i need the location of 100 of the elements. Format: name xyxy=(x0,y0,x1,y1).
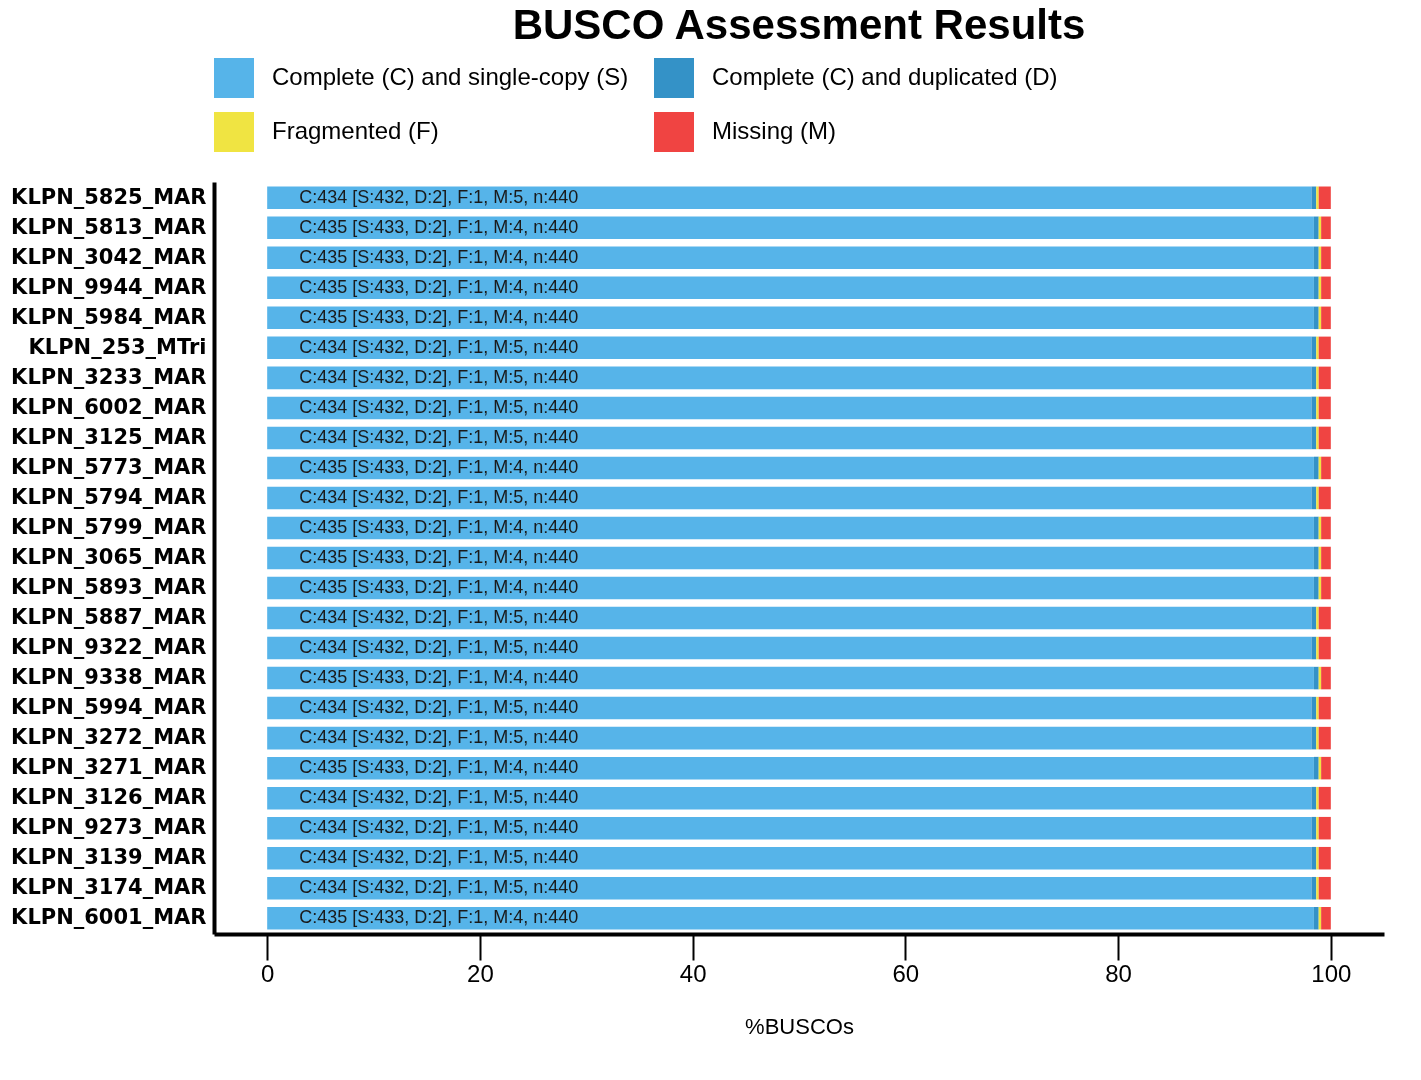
legend-label: Complete (C) and duplicated (D) xyxy=(712,63,1058,90)
data-label: C:434 [S:432, D:2], F:1, M:5, n:440 xyxy=(299,697,579,718)
bar xyxy=(1318,396,1331,420)
legend-label: Fragmented (F) xyxy=(272,117,439,144)
bar xyxy=(1311,786,1317,810)
bar xyxy=(267,666,1314,690)
y-tick-label: KLPN_6001_MAR xyxy=(11,905,207,930)
bar xyxy=(267,486,1312,510)
bar xyxy=(1313,276,1319,300)
bar xyxy=(267,606,1312,630)
bar xyxy=(1316,636,1319,660)
bar xyxy=(267,186,1312,210)
data-label: C:434 [S:432, D:2], F:1, M:5, n:440 xyxy=(299,486,579,507)
y-tick-label: KLPN_5984_MAR xyxy=(11,304,207,329)
bar xyxy=(267,456,1314,480)
y-tick-label: KLPN_9338_MAR xyxy=(11,665,207,690)
data-label: C:435 [S:433, D:2], F:1, M:4, n:440 xyxy=(299,516,579,537)
data-label: C:435 [S:433, D:2], F:1, M:4, n:440 xyxy=(299,907,579,928)
bar xyxy=(1313,216,1319,240)
bar xyxy=(1318,846,1331,870)
bar xyxy=(267,396,1312,420)
bar xyxy=(1311,606,1317,630)
bar xyxy=(1311,816,1317,840)
y-tick-label: KLPN_5825_MAR xyxy=(11,184,207,209)
x-tick-label: 100 xyxy=(1311,959,1352,987)
data-label: C:434 [S:432, D:2], F:1, M:5, n:440 xyxy=(299,847,579,868)
data-label: C:434 [S:432, D:2], F:1, M:5, n:440 xyxy=(299,366,579,387)
bar xyxy=(1321,546,1331,570)
bar xyxy=(1318,186,1331,210)
y-tick-label: KLPN_5813_MAR xyxy=(11,214,207,239)
x-tick-label: 80 xyxy=(1105,959,1132,987)
bar xyxy=(1318,726,1331,750)
bar xyxy=(1313,906,1319,930)
bar xyxy=(1316,726,1319,750)
bar xyxy=(1316,816,1319,840)
bar xyxy=(1311,396,1317,420)
data-label: C:435 [S:433, D:2], F:1, M:4, n:440 xyxy=(299,246,579,267)
x-tick-label: 40 xyxy=(679,959,707,987)
data-label: C:434 [S:432, D:2], F:1, M:5, n:440 xyxy=(299,336,579,357)
bar xyxy=(1316,876,1319,900)
y-tick-label: KLPN_3139_MAR xyxy=(11,845,207,870)
y-tick-label: KLPN_5887_MAR xyxy=(11,605,207,630)
y-tick-label: KLPN_5799_MAR xyxy=(11,514,207,539)
bar xyxy=(267,336,1312,360)
bar xyxy=(1311,186,1317,210)
bar xyxy=(1321,756,1331,780)
bar xyxy=(267,306,1314,330)
bar xyxy=(267,786,1312,810)
bar xyxy=(1311,696,1317,720)
bar xyxy=(267,696,1312,720)
bar xyxy=(1311,486,1317,510)
bar xyxy=(1316,486,1319,510)
bar xyxy=(1321,906,1331,930)
x-tick-label: 0 xyxy=(261,959,275,987)
bar xyxy=(1321,666,1331,690)
bar xyxy=(1311,876,1317,900)
y-tick-label: KLPN_5794_MAR xyxy=(11,484,207,509)
bar xyxy=(267,276,1314,300)
bar xyxy=(1311,636,1317,660)
data-label: C:434 [S:432, D:2], F:1, M:5, n:440 xyxy=(299,396,579,417)
data-label: C:434 [S:432, D:2], F:1, M:5, n:440 xyxy=(299,727,579,748)
y-tick-label: KLPN_5773_MAR xyxy=(11,454,207,479)
bar xyxy=(1318,786,1331,810)
y-tick-label: KLPN_5994_MAR xyxy=(11,695,207,720)
bar xyxy=(267,726,1312,750)
bar xyxy=(1321,276,1331,300)
bar xyxy=(1318,816,1331,840)
data-label: C:435 [S:433, D:2], F:1, M:4, n:440 xyxy=(299,456,579,477)
bar xyxy=(1321,456,1331,480)
y-tick-label: KLPN_253_MTri xyxy=(28,334,207,359)
bar xyxy=(1316,336,1319,360)
y-tick-label: KLPN_3174_MAR xyxy=(11,875,207,900)
bar xyxy=(267,246,1314,270)
bar xyxy=(1313,306,1319,330)
y-tick-label: KLPN_3126_MAR xyxy=(11,785,207,810)
bar xyxy=(1313,546,1319,570)
bar xyxy=(267,426,1312,450)
legend-label: Complete (C) and single-copy (S) xyxy=(272,63,629,90)
bar xyxy=(1316,696,1319,720)
bar xyxy=(1313,246,1319,270)
data-label: C:434 [S:432, D:2], F:1, M:5, n:440 xyxy=(299,877,579,898)
bar xyxy=(1311,846,1317,870)
data-label: C:435 [S:433, D:2], F:1, M:4, n:440 xyxy=(299,757,579,778)
data-label: C:435 [S:433, D:2], F:1, M:4, n:440 xyxy=(299,306,579,327)
y-tick-label: KLPN_3065_MAR xyxy=(11,545,207,569)
bar xyxy=(1316,186,1319,210)
bar xyxy=(267,636,1312,660)
y-tick-label: KLPN_3271_MAR xyxy=(11,755,207,780)
bar xyxy=(1318,336,1331,360)
bar xyxy=(1316,426,1319,450)
bar xyxy=(267,876,1312,900)
bar xyxy=(1318,486,1331,510)
bar xyxy=(1313,456,1319,480)
bar xyxy=(1316,846,1319,870)
bar xyxy=(1318,606,1331,630)
y-tick-label: KLPN_9273_MAR xyxy=(11,815,207,840)
bar xyxy=(1318,426,1331,450)
bar xyxy=(1321,246,1331,270)
bar xyxy=(1321,306,1331,330)
y-tick-label: KLPN_3042_MAR xyxy=(11,244,207,269)
